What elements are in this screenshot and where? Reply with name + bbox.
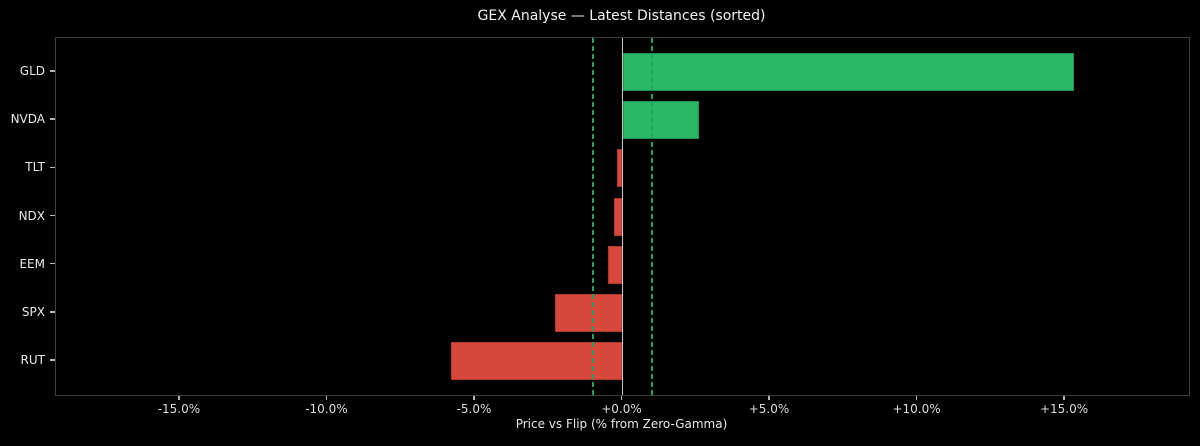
x-tick xyxy=(768,396,770,400)
y-tick-rut xyxy=(50,359,55,361)
dashed-reference-line-neg xyxy=(591,38,594,395)
y-tick-label-nvda: NVDA xyxy=(10,112,45,127)
x-tick-label: +5.0% xyxy=(748,402,790,416)
y-tick-label-spx: SPX xyxy=(21,304,45,319)
x-tick xyxy=(178,396,180,400)
x-tick xyxy=(473,396,475,400)
x-tick xyxy=(620,396,623,400)
x-tick-label: +15.0% xyxy=(1039,402,1089,416)
chart-title: GEX Analyse — Latest Distances (sorted) xyxy=(477,8,766,24)
bar-tlt xyxy=(616,149,623,188)
y-tick-label-ndx: NDX xyxy=(18,208,45,223)
y-tick-label-tlt: TLT xyxy=(25,160,45,175)
y-tick-label-eem: EEM xyxy=(19,256,45,271)
y-tick-gld xyxy=(50,70,55,72)
x-tick-label: -10.0% xyxy=(305,402,348,416)
bar-ndx xyxy=(613,197,623,236)
y-tick-eem xyxy=(50,262,55,265)
x-tick xyxy=(1063,396,1065,400)
bar-eem xyxy=(607,245,623,284)
y-tick-nvda xyxy=(50,118,55,120)
x-tick-label: +10.0% xyxy=(892,402,941,416)
zero-reference-line xyxy=(621,38,624,395)
x-axis-label: Price vs Flip (% from Zero-Gamma) xyxy=(515,417,728,431)
x-tick xyxy=(915,396,918,400)
bar-rut xyxy=(451,342,623,380)
bar-gld xyxy=(622,53,1074,91)
dashed-reference-line-pos xyxy=(651,38,653,395)
x-tick-label: -5.0% xyxy=(456,402,492,416)
x-tick xyxy=(325,396,328,400)
bar-spx xyxy=(554,293,623,332)
y-tick-spx xyxy=(50,311,55,313)
x-tick-label: -15.0% xyxy=(157,402,201,416)
y-tick-label-gld: GLD xyxy=(19,64,45,78)
y-tick-ndx xyxy=(50,214,55,217)
y-tick-tlt xyxy=(50,166,55,169)
y-tick-label-rut: RUT xyxy=(20,353,45,367)
x-tick-label: +0.0% xyxy=(601,402,642,416)
plot-area xyxy=(55,37,1190,396)
bar-nvda xyxy=(622,101,700,140)
